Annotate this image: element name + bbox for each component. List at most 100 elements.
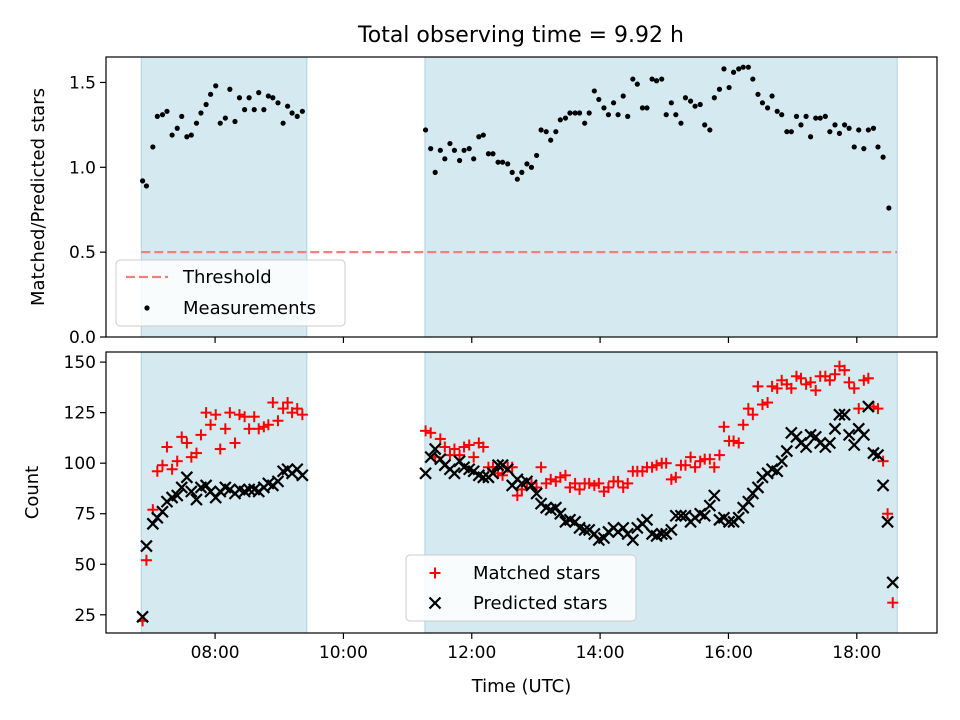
- measurement-point: [668, 100, 674, 106]
- measurement-point: [447, 140, 453, 147]
- matched-star-point: [843, 376, 855, 388]
- bottom-observing-window-0: [140, 351, 308, 634]
- measurement-point: [265, 93, 271, 99]
- predicted-legend-swatch: [428, 596, 442, 610]
- measurement-point: [711, 95, 717, 101]
- matched-star-point: [756, 399, 768, 411]
- predicted-star-point: [199, 479, 213, 492]
- predicted-star-point: [828, 422, 842, 436]
- measurement-point: [653, 78, 660, 84]
- predicted-star-point: [809, 430, 822, 444]
- measurement-point: [213, 83, 219, 89]
- top-legend-box: [115, 259, 346, 327]
- measurement-point: [232, 118, 238, 125]
- measurement-point: [548, 137, 554, 143]
- matched-star-point: [439, 441, 451, 453]
- predicted-star-point: [491, 458, 505, 472]
- predicted-star-point: [886, 576, 900, 589]
- predicted-star-point: [175, 481, 188, 494]
- predicted-star-point: [242, 483, 256, 496]
- measurement-point: [827, 129, 833, 135]
- matched-star-point: [862, 372, 874, 384]
- measurement-point: [476, 134, 482, 140]
- top-y-tick-label: 0.5: [69, 243, 96, 263]
- measurement-point: [784, 129, 790, 135]
- matched-star-point: [810, 384, 822, 396]
- matched-star-point: [559, 469, 571, 481]
- measurement-point: [466, 146, 472, 152]
- matched-star-point: [458, 441, 470, 453]
- top-y-axis-label: Matched/Predicted stars: [28, 88, 49, 306]
- matched-star-point: [463, 439, 475, 451]
- top-axes-frame: [105, 56, 938, 338]
- predicted-star-point: [708, 489, 721, 502]
- predicted-star-point: [842, 428, 856, 442]
- matched-star-point: [805, 376, 817, 388]
- matched-star-point: [448, 443, 460, 455]
- measurement-point: [730, 69, 737, 75]
- measurement-point: [822, 113, 828, 119]
- matched-star-point: [420, 425, 432, 437]
- measurement-point: [490, 151, 496, 157]
- measurement-point: [533, 152, 540, 159]
- predicted-star-point: [419, 467, 432, 480]
- measurement-point: [755, 91, 761, 97]
- predicted-star-point: [732, 511, 745, 525]
- predicted-star-point: [698, 509, 711, 523]
- predicted-star-point: [525, 479, 538, 492]
- matched-star-point: [762, 397, 774, 409]
- x-tick-label: 12:00: [447, 643, 496, 663]
- matched-star-point: [267, 397, 279, 409]
- matched-star-point: [737, 419, 749, 431]
- predicted-legend-label: Predicted stars: [473, 593, 607, 614]
- predicted-star-point: [170, 489, 184, 502]
- matched-star-point: [425, 427, 437, 439]
- measurements-legend-label: Measurements: [183, 298, 316, 319]
- matched-star-point: [612, 475, 624, 487]
- matched-star-point: [239, 411, 251, 423]
- measurement-point: [678, 120, 684, 126]
- measurement-point: [246, 95, 252, 101]
- measurement-point: [620, 93, 626, 99]
- matched-star-point: [708, 461, 720, 473]
- matched-star-point: [214, 443, 226, 455]
- measurement-point: [880, 154, 886, 160]
- measurement-point: [639, 105, 646, 111]
- measurement-point: [442, 156, 448, 162]
- matched-star-point: [296, 409, 308, 421]
- matched-star-point: [689, 461, 701, 473]
- predicted-star-point: [428, 442, 442, 456]
- matched-star-point: [718, 421, 730, 433]
- x-tick-label: 18:00: [832, 643, 881, 663]
- bottom-y-tick-label: 50: [74, 555, 96, 575]
- top-observing-window-1: [424, 56, 898, 338]
- matched-star-point: [262, 419, 274, 431]
- bottom-legend: Matched stars Predicted stars: [405, 554, 637, 622]
- measurement-point: [625, 113, 631, 119]
- predicted-star-point: [616, 521, 630, 535]
- matched-star-point: [670, 471, 682, 483]
- predicted-star-point: [448, 467, 461, 480]
- matched-star-point: [200, 407, 212, 419]
- measurement-point: [875, 144, 881, 150]
- bottom-legend-box: [405, 554, 637, 622]
- matched-star-point: [545, 473, 557, 485]
- matched-star-point: [156, 459, 168, 471]
- predicted-star-point: [674, 509, 688, 523]
- matched-star-point: [291, 403, 303, 415]
- measurement-point: [217, 120, 223, 126]
- matched-star-point: [733, 437, 745, 449]
- matched-star-point: [282, 397, 294, 409]
- matched-star-point: [181, 437, 193, 449]
- predicted-star-point: [665, 523, 678, 537]
- measurement-point: [663, 112, 669, 118]
- measurement-point: [572, 110, 578, 116]
- matched-star-point: [574, 483, 586, 495]
- measurement-point: [203, 101, 209, 108]
- measurement-point: [169, 132, 175, 138]
- measurement-point: [567, 110, 573, 116]
- measurement-point: [716, 86, 723, 92]
- matched-star-point: [824, 374, 836, 386]
- measurement-point: [299, 108, 305, 114]
- measurement-point: [841, 122, 848, 128]
